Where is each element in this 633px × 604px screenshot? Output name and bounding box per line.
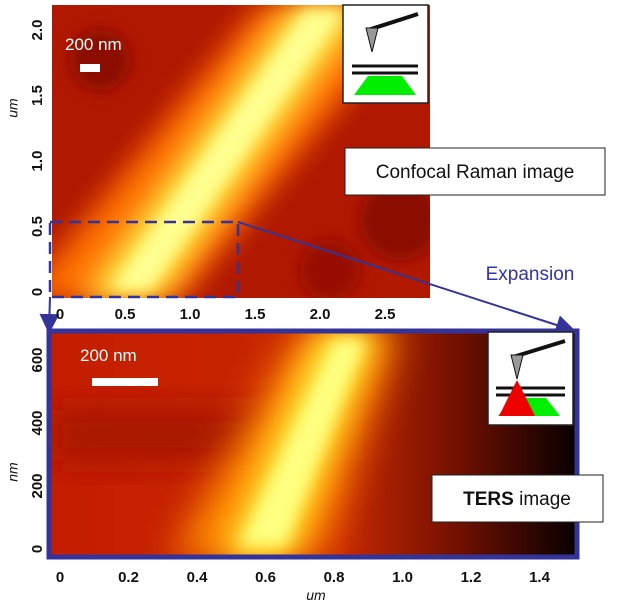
y-tick-label: 1.0: [29, 151, 46, 172]
x-tick-label: 2.5: [375, 306, 396, 323]
caption-rest: image: [519, 489, 571, 510]
caption-box: [431, 474, 604, 523]
x-tick-label: 0: [56, 306, 64, 323]
x-axis-label: um: [306, 587, 326, 603]
x-tick-label: 1.0: [392, 569, 413, 586]
y-tick-label: 400: [29, 410, 46, 435]
y-axis-label: nm: [5, 462, 21, 482]
caption: Confocal Raman image: [376, 162, 575, 183]
caption-bold: TERS: [463, 489, 514, 510]
y-tick-label: 0.5: [29, 216, 46, 237]
y-tick-label: 0: [29, 288, 46, 296]
x-tick-label: 0.2: [118, 569, 139, 586]
x-tick-label: 2.0: [310, 306, 331, 323]
y-tick-label: 0: [29, 545, 46, 553]
scale-bar: [80, 64, 100, 72]
scale-bar: [92, 378, 158, 386]
caption-box: [344, 147, 606, 196]
scale-bar-label: 200 nm: [80, 346, 137, 365]
x-tick-label: 0: [56, 569, 64, 586]
caption: TERS image: [463, 489, 571, 510]
x-tick-label: 1.5: [245, 306, 266, 323]
y-tick-label: 200: [29, 473, 46, 498]
x-tick-label: 0.4: [187, 569, 209, 586]
x-tick-label: 0.8: [324, 569, 345, 586]
ters-frame: [46, 328, 580, 560]
x-tick-label: 0.6: [255, 569, 276, 586]
y-tick-label: 2.0: [29, 20, 46, 41]
x-tick-label: 1.2: [461, 569, 482, 586]
annotation: Expansion: [486, 264, 575, 285]
x-tick-label: 1.0: [180, 306, 201, 323]
ters-icon: [487, 331, 574, 426]
x-tick-label: 1.4: [529, 569, 551, 586]
scale-bar-label: 200 nm: [65, 35, 122, 54]
y-axis-label: um: [5, 98, 21, 118]
y-tick-label: 600: [29, 347, 46, 372]
x-tick-label: 0.5: [115, 306, 136, 323]
y-tick-label: 1.5: [29, 85, 46, 106]
arrow: [39, 296, 60, 334]
confocal-icon: [342, 4, 429, 104]
arrow: [237, 221, 576, 335]
